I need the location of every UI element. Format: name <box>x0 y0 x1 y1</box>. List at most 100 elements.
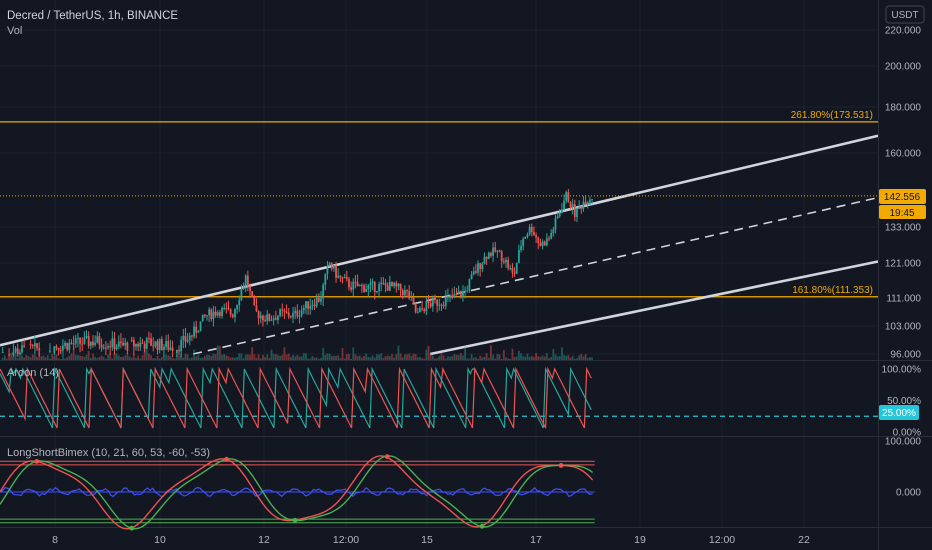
volume-bar <box>150 355 152 360</box>
volume-bar <box>89 357 92 360</box>
chart-title[interactable]: Decred / TetherUS, 1h, BINANCE <box>7 10 178 22</box>
volume-bar <box>283 347 286 360</box>
candle-body <box>244 275 247 287</box>
candle-body <box>348 278 350 288</box>
candle-body <box>444 297 447 306</box>
candle-body <box>309 305 312 309</box>
volume-bar <box>107 354 109 360</box>
volume-bar <box>481 357 484 360</box>
volume-bar <box>98 357 101 360</box>
candle-body <box>373 281 376 293</box>
volume-bar <box>496 353 499 360</box>
candle-body <box>87 335 90 346</box>
volume-bar <box>214 354 217 360</box>
volume-bar <box>565 355 568 360</box>
candle-body <box>530 226 533 232</box>
price-axis[interactable]: 220.000 200.000 180.000 160.000 133.000 121.0… <box>885 26 922 361</box>
volume-bar <box>421 358 423 360</box>
volume-bar <box>311 356 314 360</box>
volume-bar <box>429 353 432 360</box>
candle-body <box>208 309 211 316</box>
oscillator-cross-dot <box>479 523 485 529</box>
last-price-value: 142.556 <box>884 192 921 203</box>
volume-bar <box>208 355 211 360</box>
candle-body <box>283 310 286 312</box>
candle-body <box>210 309 213 319</box>
volume-bar <box>494 358 497 360</box>
volume-bar <box>386 355 389 360</box>
longshort-pane[interactable] <box>0 454 595 531</box>
currency-badge[interactable] <box>885 5 925 24</box>
volume-bar <box>197 354 200 360</box>
volume-bar <box>132 354 135 360</box>
volume-bar <box>167 355 170 360</box>
volume-bar <box>180 354 183 360</box>
candle-body <box>414 303 417 313</box>
candle-body <box>171 347 174 351</box>
candle-body <box>98 336 101 345</box>
volume-bar <box>502 349 505 360</box>
channel-upper-line[interactable] <box>0 134 879 347</box>
candle-body <box>14 348 17 352</box>
candle-body <box>1 351 4 353</box>
volume-bar <box>55 354 58 360</box>
volume-bar <box>139 358 142 360</box>
candle-body <box>539 242 542 247</box>
volume-bar <box>550 356 553 360</box>
volume-bar <box>238 353 241 360</box>
volume-bar <box>61 353 64 360</box>
candle-body <box>240 289 243 301</box>
longshort-legend[interactable]: LongShortBimex (10, 21, 60, 53, -60, -53… <box>7 447 210 459</box>
price-tick-label: 200.000 <box>885 62 922 73</box>
candle-body <box>169 347 172 350</box>
candle-body <box>281 309 284 311</box>
fib-label-161: 161.80%(111.353) <box>792 285 873 296</box>
volume-bar <box>449 356 451 360</box>
candle-body <box>167 341 170 350</box>
volume-bar <box>34 354 36 360</box>
aroon-level-value: 25.00% <box>882 408 916 419</box>
candle-body <box>85 335 88 338</box>
candle-body <box>584 201 587 205</box>
volume-bar <box>320 357 322 360</box>
time-axis[interactable]: 8 10 12 12:00 15 17 19 12:00 22 <box>52 534 810 546</box>
candle-body <box>500 251 503 262</box>
candle-body <box>571 204 574 208</box>
time-tick-label: 8 <box>52 534 58 546</box>
volume-bar <box>154 358 157 360</box>
countdown-value: 19:45 <box>889 208 914 219</box>
volume-bar <box>199 357 202 360</box>
candle-body <box>296 310 299 317</box>
candle-body <box>459 291 462 297</box>
volume-bar <box>317 358 320 360</box>
volume-bar <box>165 354 168 360</box>
oscillator-axis[interactable]: 100.000 0.000 <box>885 436 922 498</box>
volume-bar <box>57 358 60 360</box>
volume-bar <box>472 357 475 360</box>
aroon-axis[interactable]: 100.00% 50.00% 0.00% <box>882 365 922 439</box>
channel-lower-line[interactable] <box>429 260 879 356</box>
candle-body <box>543 241 546 246</box>
candle-body <box>388 282 391 291</box>
channel-middle-line[interactable] <box>192 196 879 355</box>
candle-body <box>528 226 531 235</box>
price-tick-label: 220.000 <box>885 26 922 37</box>
aroon-pane[interactable] <box>0 366 878 429</box>
candle-body <box>541 241 544 247</box>
volume-bar <box>285 354 288 360</box>
price-tick-label: 121.000 <box>885 259 922 270</box>
volume-bar <box>274 354 277 360</box>
volume-bar <box>287 353 290 360</box>
aroon-legend[interactable]: Aroon (14) <box>7 367 59 379</box>
candle-body <box>294 310 297 314</box>
volume-bar <box>500 358 503 360</box>
candle-body <box>23 345 26 347</box>
regression-channel[interactable] <box>0 134 879 356</box>
volume-legend[interactable]: Vol <box>7 25 22 37</box>
volume-bar <box>246 354 249 360</box>
volume-bar <box>515 356 518 360</box>
candle-body <box>68 342 71 350</box>
candle-body <box>367 285 370 290</box>
